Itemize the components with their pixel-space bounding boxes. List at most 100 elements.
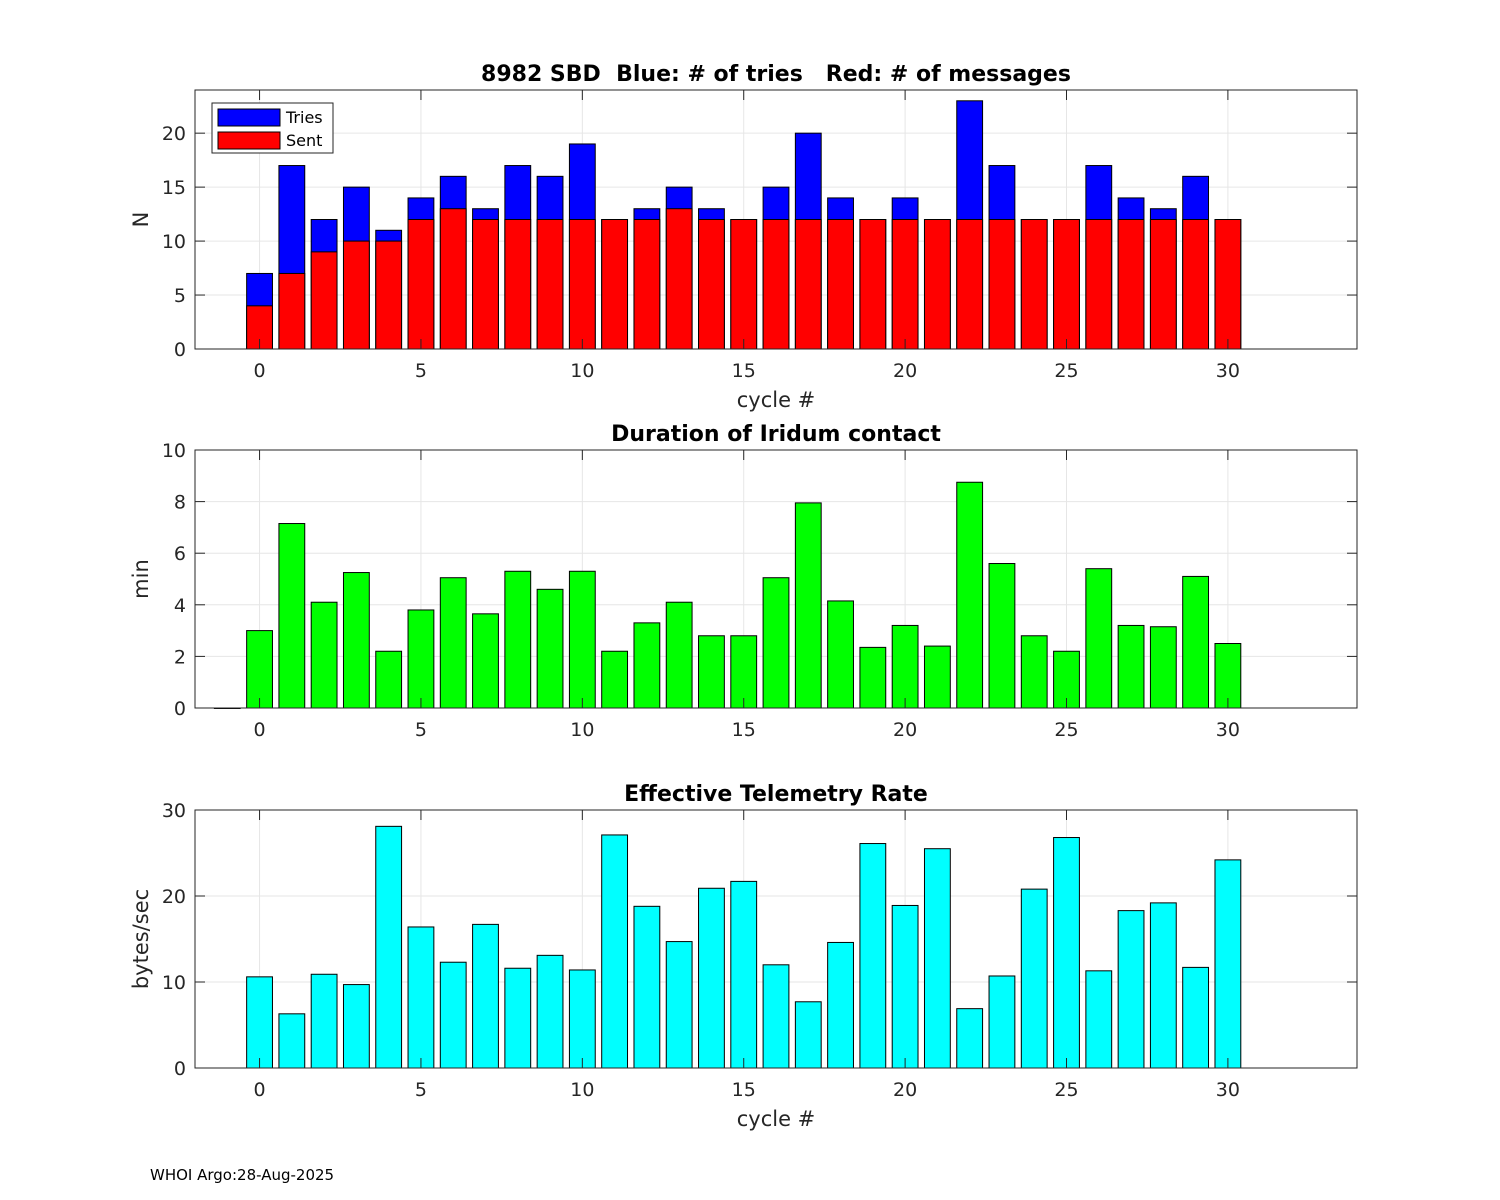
- bar-sent-27: [1117, 219, 1145, 350]
- bar-rate-28: [1149, 902, 1177, 1069]
- bar-duration-22: [956, 481, 984, 709]
- y-tick-label: 10: [162, 972, 186, 994]
- axes-box: [194, 89, 1358, 350]
- y-tick-label: 15: [162, 177, 186, 199]
- y-tick-label: 2: [174, 646, 186, 668]
- bar-sent-15: [730, 219, 758, 350]
- bar-sent-2: [310, 251, 338, 350]
- axes-box: [194, 449, 1358, 709]
- bar-sent-10: [568, 219, 596, 350]
- bar-rate-6: [439, 961, 467, 1069]
- bar-rate-11: [601, 834, 629, 1069]
- bar-rate-24: [1020, 888, 1048, 1069]
- y-tick-label: 5: [174, 285, 186, 307]
- y-tick-label: 20: [162, 123, 186, 145]
- bar-rate-3: [342, 984, 370, 1069]
- bar-duration-30: [1214, 643, 1242, 709]
- bar-rate-5: [407, 926, 435, 1069]
- bar-rate-10: [568, 969, 596, 1069]
- bar-duration-5: [407, 609, 435, 709]
- x-tick-label: 0: [254, 719, 266, 741]
- y-tick-label: 8: [174, 492, 186, 514]
- x-tick-label: 20: [893, 360, 917, 382]
- x-tick-label: 20: [893, 1079, 917, 1101]
- bar-duration-27: [1117, 624, 1145, 709]
- y-tick-label: 0: [174, 1058, 186, 1080]
- x-tick-label: 25: [1054, 360, 1078, 382]
- bar-duration-17: [794, 502, 822, 709]
- bar-rate-13: [665, 941, 693, 1069]
- x-tick-label: 0: [254, 360, 266, 382]
- footer-label: WHOI Argo:28-Aug-2025: [150, 1166, 335, 1184]
- bar-sent-5: [407, 219, 435, 350]
- bar-sent-3: [342, 240, 370, 350]
- bar-sent-17: [794, 219, 822, 350]
- x-tick-label: 5: [415, 719, 427, 741]
- y-tick-label: 6: [174, 543, 186, 565]
- bar-duration-9: [536, 588, 564, 709]
- x-tick-label: 15: [732, 1079, 756, 1101]
- y-axis-label: bytes/sec: [129, 889, 153, 989]
- bar-rate-17: [794, 1001, 822, 1069]
- y-tick-label: 10: [162, 440, 186, 462]
- bar-duration-8: [504, 570, 532, 709]
- bar-duration-6: [439, 577, 467, 709]
- bar-duration-10: [568, 570, 596, 709]
- bar-sent-1: [278, 272, 306, 350]
- x-axis-label: cycle #: [737, 1107, 816, 1131]
- bar-duration-11: [601, 650, 629, 709]
- bar-sent-23: [988, 219, 1016, 350]
- bar-duration-4: [375, 650, 403, 709]
- y-axis-label: N: [129, 212, 153, 228]
- x-tick-label: 0: [254, 1079, 266, 1101]
- legend-label-tries: Tries: [285, 108, 323, 127]
- x-tick-label: 15: [732, 360, 756, 382]
- bar-rate-20: [891, 904, 919, 1069]
- bar-rate-8: [504, 967, 532, 1069]
- bar-rate-2: [310, 973, 338, 1069]
- x-tick-label: 30: [1216, 360, 1240, 382]
- bar-sent-22: [956, 219, 984, 350]
- x-tick-label: 15: [732, 719, 756, 741]
- bar-rate-21: [923, 848, 951, 1069]
- x-tick-label: 10: [570, 360, 594, 382]
- y-tick-label: 0: [174, 698, 186, 720]
- chart-2: 0 5 10 15 20 25 30 0 2 4 6 8 10 Duration of Iridum co…: [129, 422, 1358, 741]
- bar-sent-20: [891, 219, 919, 350]
- bar-sent-9: [536, 219, 564, 350]
- chart-3: 0 5 10 15 20 25 30 0 10 20 30 Effective Telemetry R…: [129, 782, 1358, 1131]
- bar-duration-2: [310, 601, 338, 709]
- bar-duration-19: [859, 646, 887, 709]
- bar-sent-11: [601, 219, 629, 350]
- bar-duration-13: [665, 601, 693, 709]
- x-tick-label: 5: [415, 1079, 427, 1101]
- bar-rate-25: [1053, 837, 1080, 1069]
- bar-rate-23: [988, 975, 1016, 1069]
- chart-1: 0 5 10 15 20 25 30 0 5 10 15 20 8982 SBD Blue: # of …: [129, 62, 1358, 412]
- bar-sent-14: [698, 219, 725, 350]
- legend-swatch-tries: [217, 108, 281, 127]
- bar-rate-29: [1182, 966, 1210, 1069]
- bar-duration-0: [246, 630, 273, 709]
- bar-sent-7: [472, 219, 499, 350]
- bar-rate-9: [536, 954, 564, 1069]
- bar-duration-20: [891, 624, 919, 709]
- x-tick-label: 20: [893, 719, 917, 741]
- bar-rate-19: [859, 843, 887, 1069]
- x-tick-label: 10: [570, 719, 594, 741]
- bar-sent-16: [762, 219, 790, 350]
- bar-duration-18: [827, 600, 854, 709]
- bar-duration-29: [1182, 575, 1210, 709]
- bar-duration-23: [988, 563, 1016, 709]
- bar-sent-30: [1214, 219, 1242, 350]
- bar-duration-14: [698, 635, 725, 709]
- x-tick-label: 30: [1216, 719, 1240, 741]
- bar-duration-24: [1020, 635, 1048, 709]
- bar-rate-0: [246, 976, 273, 1069]
- bar-sent-26: [1085, 219, 1113, 350]
- bar-sent-19: [859, 219, 887, 350]
- x-tick-label: 25: [1054, 1079, 1078, 1101]
- legend-label-sent: Sent: [286, 131, 322, 150]
- bar-rate-1: [278, 1013, 306, 1069]
